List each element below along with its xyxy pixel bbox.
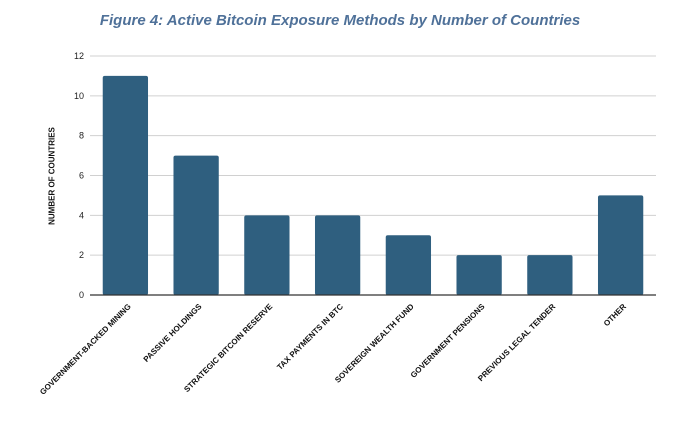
bars (102, 75, 644, 296)
bar (314, 215, 361, 295)
bar (102, 75, 149, 296)
x-tick-label: TAX PAYMENTS IN BTC (275, 302, 345, 372)
bar (244, 215, 290, 295)
y-tick-label: 12 (74, 51, 84, 61)
x-tick-label: PREVIOUS LEGAL TENDER (476, 302, 557, 383)
y-tick-label: 4 (79, 210, 84, 220)
y-tick-label: 6 (79, 171, 84, 181)
bar (597, 195, 644, 295)
y-tick-label: 0 (79, 290, 84, 300)
bar (527, 255, 573, 295)
bar (385, 235, 432, 295)
y-tick-label: 8 (79, 131, 84, 141)
x-tick-label: GOVERNMENT-BACKED MINING (38, 302, 133, 397)
x-tick-label: OTHER (602, 302, 628, 328)
chart-title: Figure 4: Active Bitcoin Exposure Method… (99, 12, 581, 29)
x-tick-label: PASSIVE HOLDINGS (142, 302, 204, 364)
bar (456, 255, 502, 295)
y-tick-label: 2 (79, 250, 84, 260)
x-tick-label: SOVEREIGN WEALTH FUND (333, 302, 416, 385)
y-tick-labels: 0 2 4 6 8 10 12 (74, 51, 84, 300)
bar (173, 155, 219, 295)
x-tick-label: GOVERNMENT PENSIONS (409, 302, 487, 380)
x-tick-labels: GOVERNMENT-BACKED MINING PASSIVE HOLDINGS… (38, 302, 628, 397)
y-tick-label: 10 (74, 91, 84, 101)
